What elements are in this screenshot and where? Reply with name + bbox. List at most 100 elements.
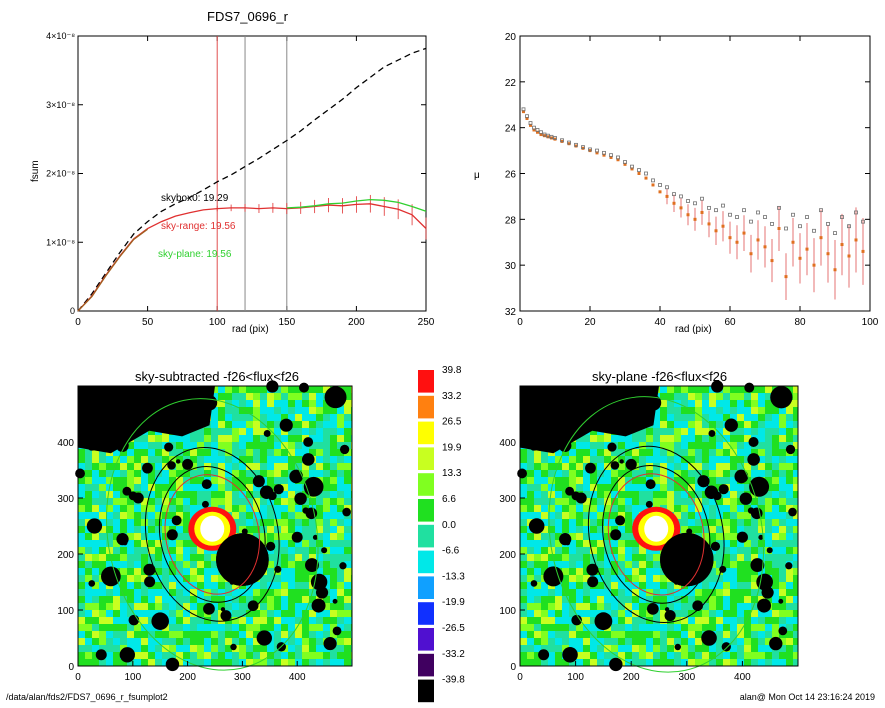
- plot4-pixel: [576, 659, 583, 666]
- plot4-pixel: [548, 631, 555, 638]
- plot4-pixel: [562, 547, 569, 554]
- plot4-pixel: [772, 624, 779, 631]
- plot3-pixel: [246, 519, 253, 526]
- plot4-pixel: [765, 393, 772, 400]
- colorbar-swatch: [418, 395, 434, 419]
- plot4-pixel: [548, 554, 555, 561]
- plot4-pixel: [702, 659, 709, 666]
- plot4-pixel: [632, 484, 639, 491]
- plot3-pixel: [274, 575, 281, 582]
- plot3-mask-dot: [321, 547, 328, 554]
- plot3-pixel: [330, 589, 337, 596]
- plot1-series-line: [77, 47, 427, 312]
- plot4-pixel: [772, 652, 779, 659]
- plot3-pixel: [232, 414, 239, 421]
- plot4-mask-dot: [624, 400, 637, 413]
- plot3-pixel: [253, 582, 260, 589]
- plot3-pixel: [148, 484, 155, 491]
- plot4-pixel: [793, 533, 798, 540]
- plot3-pixel: [232, 505, 239, 512]
- plot4-pixel: [674, 414, 681, 421]
- plot4-pixel: [527, 456, 534, 463]
- plot4-mask-dot: [580, 387, 591, 398]
- plot4-pixel: [534, 652, 541, 659]
- plot3-pixel: [162, 631, 169, 638]
- plot4-pixel: [702, 435, 709, 442]
- plot3-pixel: [344, 575, 351, 582]
- plot4-pixel: [625, 435, 632, 442]
- plot3-mask-blob: [256, 630, 272, 646]
- plot4-pixel: [527, 596, 534, 603]
- plot3-pixel: [127, 589, 134, 596]
- plot4-pixel: [646, 582, 653, 589]
- plot4-mask-blob: [769, 636, 783, 651]
- plot4-pixel: [737, 540, 744, 547]
- plot4-pixel: [639, 638, 646, 645]
- plot4-pixel: [730, 449, 737, 456]
- plot3-pixel: [127, 547, 134, 554]
- plot3-pixel: [323, 484, 330, 491]
- plot3-pixel: [316, 617, 323, 624]
- plot4-pixel: [660, 435, 667, 442]
- plot3-pixel: [176, 617, 183, 624]
- plot3-pixel: [246, 589, 253, 596]
- plot4-pixel: [758, 554, 765, 561]
- plot4-pixel: [646, 596, 653, 603]
- plot3-pixel: [127, 533, 134, 540]
- plot4-pixel: [716, 575, 723, 582]
- plot3-pixel: [295, 428, 302, 435]
- plot4-pixel: [674, 610, 681, 617]
- plot3-pixel: [232, 610, 239, 617]
- plot4-pixel: [688, 421, 695, 428]
- plot2-point-open: [651, 178, 655, 183]
- plot3-pixel: [141, 589, 148, 596]
- plot4-pixel: [639, 582, 646, 589]
- plot3-pixel: [127, 512, 134, 519]
- plot3-pixel: [134, 526, 141, 533]
- plot3-pixel: [176, 498, 183, 505]
- plot3-pixel: [211, 421, 218, 428]
- plot3-mask-dot: [203, 603, 215, 615]
- plot4-pixel: [772, 533, 779, 540]
- plot3-pixel: [232, 393, 239, 400]
- plot3-pixel: [190, 589, 197, 596]
- plot3-pixel: [92, 561, 99, 568]
- plot4-pixel: [569, 568, 576, 575]
- plot4-pixel: [590, 519, 597, 526]
- plot4-pixel: [541, 470, 548, 477]
- plot4-pixel: [569, 575, 576, 582]
- plot4-mask-dot: [747, 453, 760, 466]
- plot4-pixel: [534, 547, 541, 554]
- plot4-pixel: [632, 575, 639, 582]
- plot3-pixel: [246, 610, 253, 617]
- plot3-pixel: [148, 470, 155, 477]
- plot3-mask-dot: [113, 412, 119, 418]
- plot3-pixel: [92, 505, 99, 512]
- plot3-pixel: [211, 568, 218, 575]
- plot3-pixel: [225, 596, 232, 603]
- plot3-pixel: [274, 400, 281, 407]
- plot3-pixel: [323, 596, 330, 603]
- plot3-pixel: [337, 645, 344, 652]
- plot3-pixel: [344, 589, 351, 596]
- plot4-pixel: [520, 498, 527, 505]
- plot3-pixel: [127, 624, 134, 631]
- plot3-pixel: [183, 582, 190, 589]
- plot4-pixel: [758, 407, 765, 414]
- plot3-pixel: [78, 505, 85, 512]
- plot3-pixel: [323, 498, 330, 505]
- plot4-pixel: [583, 470, 590, 477]
- plot3-pixel: [218, 449, 225, 456]
- plot3-pixel: [127, 540, 134, 547]
- plot3-pixel: [78, 512, 85, 519]
- plot3-pixel: [113, 631, 120, 638]
- plot3-xtick-label: 400: [289, 672, 306, 683]
- plot4-pixel: [674, 484, 681, 491]
- plot3-pixel: [246, 512, 253, 519]
- plot4-pixel: [730, 414, 737, 421]
- plot4-pixel: [772, 540, 779, 547]
- plot3-pixel: [183, 435, 190, 442]
- plot4-pixel: [786, 575, 793, 582]
- plot4-pixel: [730, 554, 737, 561]
- plot3-pixel: [239, 652, 246, 659]
